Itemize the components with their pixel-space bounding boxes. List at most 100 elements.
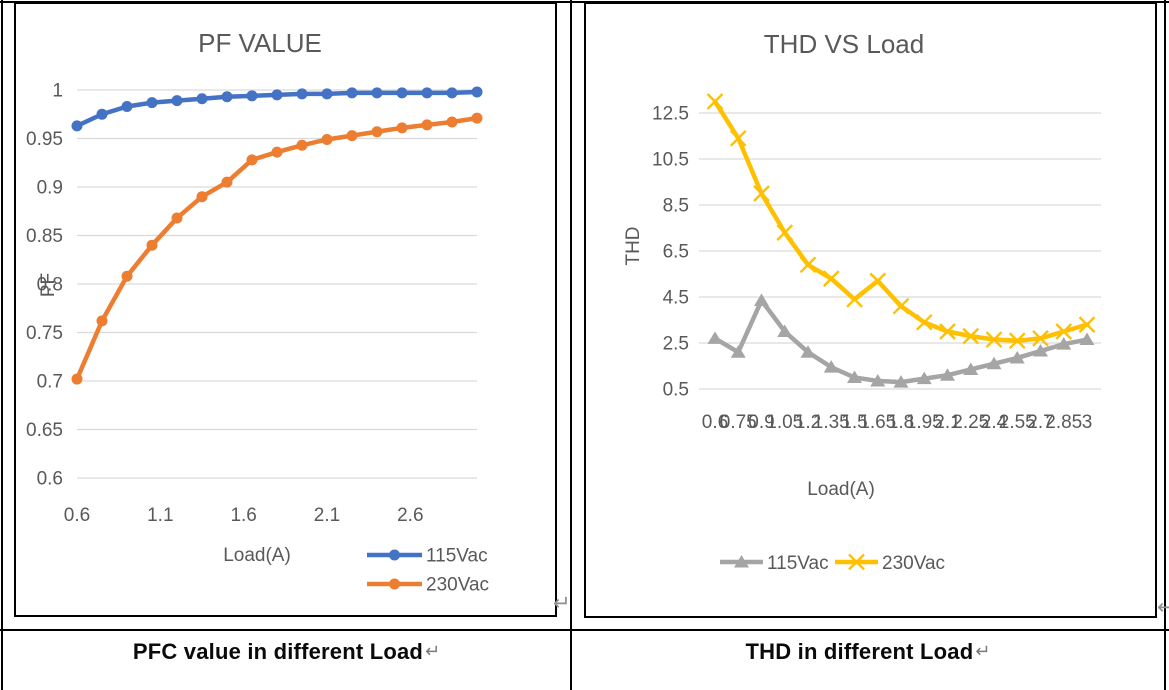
x-tick-label: 2.4	[981, 412, 1008, 433]
data-point-marker	[776, 224, 794, 241]
pf-value-chart[interactable]: 1 0.95 0.9 0.85 0.8 0.75 0.7 0.65 0.6 0.6 1.1 1.6 2.…	[14, 2, 557, 617]
data-point-marker	[847, 370, 862, 383]
data-point-marker	[271, 89, 283, 101]
x-tick-label: 2.1	[314, 505, 340, 526]
x-tick-label: 1.95	[906, 412, 943, 433]
legend-label: 115Vac	[767, 553, 829, 574]
x-tick-label: 1.8	[888, 412, 914, 433]
x-tick-label: 0.75	[720, 412, 757, 433]
data-point-marker	[171, 212, 183, 224]
data-point-marker	[271, 146, 283, 158]
data-point-marker	[196, 191, 208, 203]
y-tick-label: 0.75	[26, 323, 63, 344]
x-tick-label: 1.1	[147, 505, 173, 526]
data-point-marker	[823, 360, 839, 373]
table-border-left	[1, 0, 3, 690]
pf-value-chart-svg: 1 0.95 0.9 0.85 0.8 0.75 0.7 0.65 0.60.6 1.1 1.6 2.…	[26, 28, 489, 596]
thd-chart[interactable]: 12.5 10.5 8.5 6.5 4.5 2.5 0.5 0.6 0.75 0.9 1.05 1.2…	[584, 2, 1157, 618]
data-point-marker	[1056, 337, 1072, 350]
data-point-marker	[246, 154, 258, 166]
series-230Vac	[706, 93, 1096, 350]
right-caption-return-mark: ↵	[975, 641, 991, 661]
data-point-marker	[1032, 330, 1049, 347]
data-point-marker	[799, 256, 817, 274]
y-axis-labels: 12.5 10.5 8.5 6.5 4.5 2.5 0.5	[652, 104, 689, 401]
x-tick-label: 0.6	[64, 505, 90, 526]
data-point-marker	[196, 93, 208, 105]
data-point-marker	[777, 324, 793, 337]
y-tick-label: 1	[52, 81, 63, 102]
data-point-marker	[146, 97, 158, 109]
data-point-marker	[822, 270, 840, 287]
x-tick-label: 1.65	[859, 412, 896, 433]
data-point-marker	[446, 116, 458, 128]
data-point-marker	[893, 375, 909, 388]
right-cell-end-mark: ↵	[1157, 596, 1169, 619]
left-caption: PFC value in different Load	[132, 639, 424, 664]
y-tick-label: 0.7	[37, 372, 63, 393]
data-point-marker	[985, 331, 1003, 348]
data-point-marker	[371, 126, 383, 138]
data-point-marker	[940, 368, 955, 381]
data-point-marker	[346, 130, 358, 142]
data-point-marker	[848, 553, 865, 571]
data-point-marker	[870, 373, 886, 387]
table-border-right	[1164, 0, 1166, 690]
right-caption-cell: THD in different Load ↵	[572, 630, 1164, 690]
x-tick-label: 2.6	[397, 505, 423, 526]
data-point-marker	[221, 91, 233, 103]
data-point-marker	[963, 362, 979, 375]
data-point-marker	[986, 356, 1002, 370]
y-tick-label: 0.65	[26, 420, 63, 441]
y-tick-label: 10.5	[652, 150, 689, 171]
gridlines	[699, 112, 1101, 390]
x-tick-label: 2.7	[1027, 412, 1053, 433]
x-tick-label: 3	[1082, 412, 1093, 433]
x-tick-label: 1.2	[795, 412, 821, 433]
table-border-middle	[570, 0, 572, 690]
data-point-marker	[707, 331, 723, 344]
x-tick-label: 1.5	[841, 412, 867, 433]
x-tick-label: 1.35	[813, 412, 850, 433]
series-230Vac	[71, 112, 483, 385]
thd-chart-svg: 12.5 10.5 8.5 6.5 4.5 2.5 0.5 0.60.750.91.051.2…	[623, 29, 1101, 574]
x-tick-label: 0.9	[748, 412, 774, 433]
data-point-marker	[146, 239, 158, 251]
data-point-marker	[296, 139, 308, 151]
data-point-marker	[1008, 332, 1026, 350]
data-point-marker	[221, 176, 233, 188]
x-tick-label: 2.1	[934, 412, 960, 433]
data-point-marker	[446, 87, 458, 99]
data-point-marker	[321, 88, 333, 100]
data-point-marker	[734, 555, 749, 568]
x-tick-label: 2.25	[952, 412, 989, 433]
x-tick-label: 0.6	[702, 412, 728, 433]
data-point-marker	[389, 578, 400, 590]
data-point-marker	[296, 88, 308, 100]
data-point-marker	[96, 315, 108, 327]
y-tick-label: 6.5	[663, 242, 689, 263]
data-point-marker	[71, 120, 83, 132]
y-axis-title: PF	[38, 273, 59, 297]
x-axis-title: Load(A)	[223, 545, 291, 566]
x-axis-title: Load(A)	[807, 479, 875, 500]
data-point-marker	[753, 185, 770, 202]
data-point-marker	[96, 108, 108, 120]
x-tick-label: 1.05	[766, 412, 803, 433]
data-point-marker	[730, 345, 746, 358]
data-point-marker	[421, 87, 433, 99]
data-point-marker	[1033, 344, 1048, 357]
data-point-marker	[121, 270, 133, 282]
legend: 115Vac 230Vac	[720, 553, 945, 574]
series-115Vac	[71, 86, 483, 132]
y-tick-label: 0.5	[663, 380, 689, 401]
y-axis-title: THD	[623, 226, 644, 265]
legend-label: 230Vac	[882, 553, 945, 574]
data-point-marker	[171, 95, 183, 107]
legend-label: 115Vac	[426, 546, 488, 567]
y-tick-label: 4.5	[663, 288, 689, 309]
data-point-marker	[962, 327, 980, 345]
data-point-marker	[246, 90, 258, 102]
data-point-marker	[396, 122, 408, 134]
